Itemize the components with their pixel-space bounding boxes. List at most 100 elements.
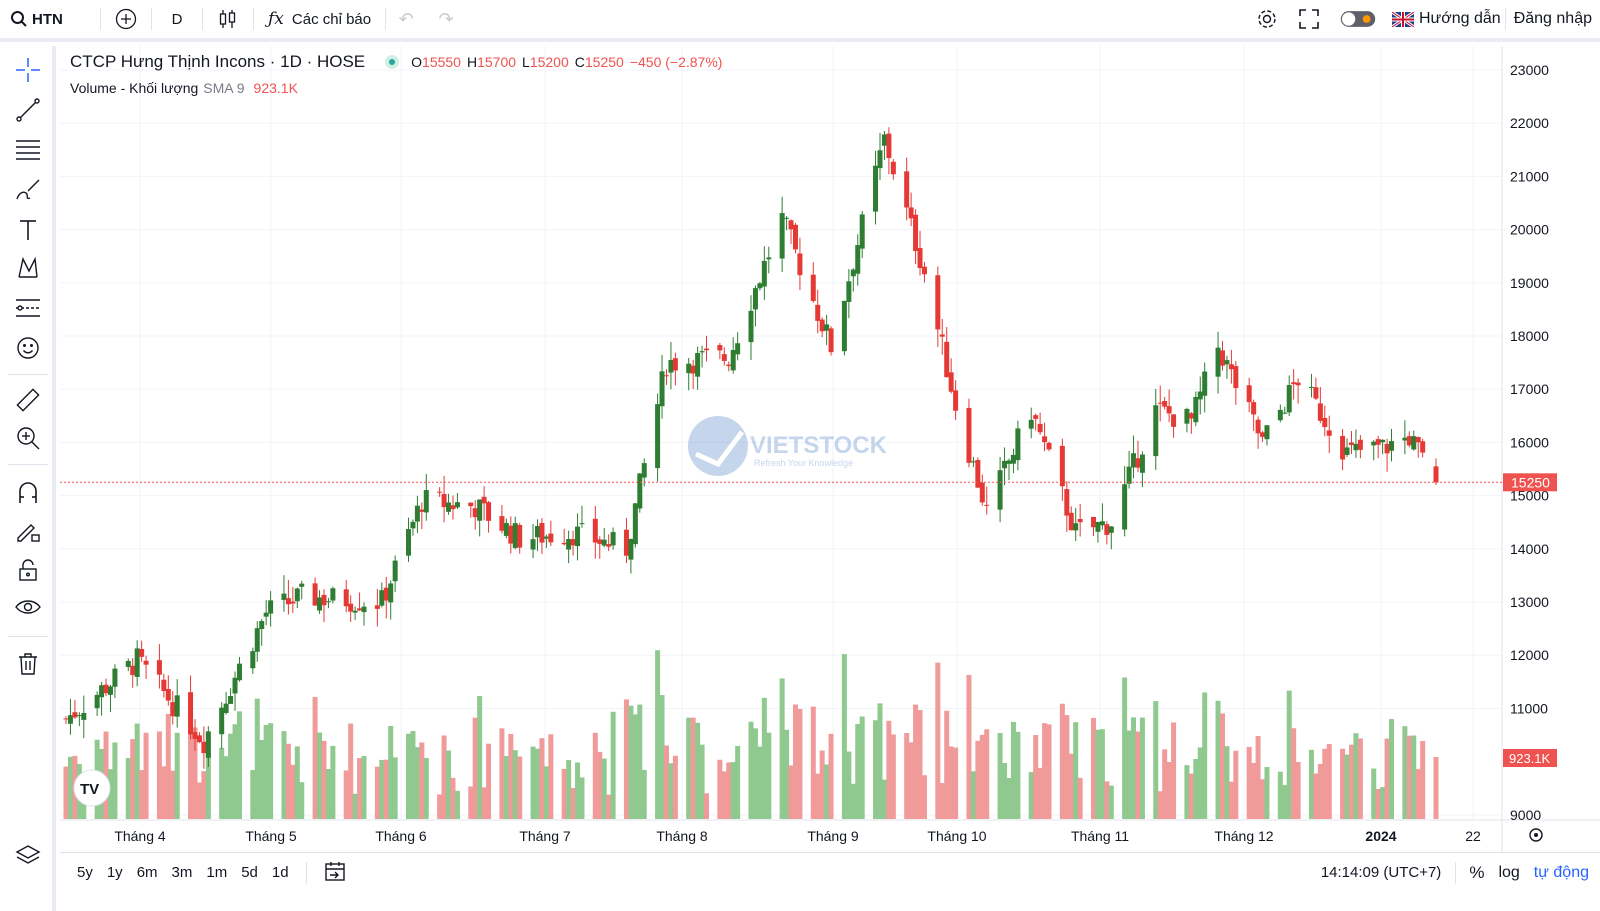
range-button-6m[interactable]: 6m	[136, 864, 158, 881]
fib-tool[interactable]	[10, 134, 46, 166]
volume-bar	[441, 735, 447, 819]
interval-label: D	[171, 10, 183, 28]
pattern-tool[interactable]	[10, 252, 46, 284]
lock-all-tool[interactable]	[10, 554, 46, 586]
range-button-5d[interactable]: 5d	[241, 864, 258, 881]
volume-bar	[481, 787, 487, 819]
tv-logo-icon: TV	[80, 781, 99, 798]
candle-body	[641, 463, 647, 478]
price-chart[interactable]: VIETSTOCK Refresh Your Knowledge 23000 22…	[60, 46, 1600, 866]
percent-scale-button[interactable]: %	[1469, 862, 1485, 882]
volume-bar	[499, 728, 505, 819]
symbol-search[interactable]: HTN	[0, 0, 100, 38]
volume-bar	[1068, 753, 1074, 819]
log-scale-button[interactable]: log	[1498, 863, 1520, 881]
volume-bar	[610, 711, 616, 819]
guide-button[interactable]: Hướng dẫn	[1386, 0, 1505, 38]
candle-body	[1095, 521, 1101, 532]
top-toolbar: HTN D ƒx Các chỉ báo ↶ ↷ Hướng dẫn	[0, 0, 1600, 42]
lock-drawings-tool[interactable]	[10, 514, 46, 546]
auto-scale-button[interactable]: tự động	[1533, 863, 1589, 881]
volume-bar	[486, 743, 492, 819]
volume-label[interactable]: Volume - Khối lượng	[70, 80, 199, 96]
candle-body	[797, 253, 803, 276]
candle-body	[1188, 413, 1194, 419]
candle-body	[357, 608, 363, 611]
theme-toggle[interactable]	[1330, 0, 1386, 38]
fullscreen-button[interactable]	[1288, 0, 1330, 38]
candle-body	[757, 283, 763, 289]
compare-button[interactable]	[101, 0, 151, 38]
candle-body	[819, 319, 825, 332]
volume-bar	[921, 775, 927, 819]
candle-body	[290, 601, 296, 604]
icon-tool[interactable]	[10, 332, 46, 364]
measure-tool[interactable]	[10, 384, 46, 416]
candle-body	[361, 606, 367, 613]
interval-button[interactable]: D	[152, 0, 202, 38]
candle-body	[1317, 403, 1323, 421]
range-button-1d[interactable]: 1d	[271, 864, 289, 881]
chart-type-button[interactable]	[203, 0, 253, 38]
volume-bar	[1433, 757, 1439, 819]
candle-body	[601, 539, 607, 546]
candle-body	[196, 735, 202, 743]
candle-body	[1406, 436, 1412, 446]
price-tick-label: 20000	[1510, 222, 1549, 238]
volume-bar	[797, 708, 803, 819]
volume-bar	[855, 724, 861, 819]
volume-bar	[1095, 729, 1101, 819]
go-to-date-button[interactable]	[317, 860, 353, 886]
candle-body	[1131, 453, 1137, 468]
volume-bar	[766, 732, 772, 819]
settings-button[interactable]	[1246, 0, 1288, 38]
clock-label[interactable]: 14:14:09 (UTC+7)	[1320, 864, 1442, 881]
volume-bar	[1126, 730, 1132, 819]
volume-bar	[721, 771, 727, 819]
candle-body	[534, 525, 540, 538]
candle-body	[752, 288, 758, 310]
volume-bar	[730, 762, 736, 819]
candle-body	[566, 539, 572, 550]
text-tool[interactable]	[10, 214, 46, 246]
zoom-tool[interactable]	[10, 422, 46, 454]
volume-bar	[1166, 762, 1172, 819]
login-label: Đăng nhập	[1513, 10, 1592, 27]
volume-bar	[468, 786, 474, 819]
delete-tool[interactable]	[10, 648, 46, 680]
redo-button[interactable]: ↷	[426, 0, 466, 38]
magnet-tool[interactable]	[10, 476, 46, 508]
vietstock-watermark: VIETSTOCK Refresh Your Knowledge	[688, 416, 888, 476]
login-button[interactable]: Đăng nhập	[1506, 0, 1600, 38]
range-button-1m[interactable]: 1m	[206, 864, 228, 881]
forecast-tool[interactable]	[10, 292, 46, 324]
indicators-button[interactable]: ƒx Các chỉ báo	[254, 0, 385, 38]
volume-bar	[792, 704, 798, 819]
trend-line-tool[interactable]	[10, 94, 46, 126]
tradingview-logo[interactable]: TV	[73, 769, 111, 807]
range-button-1y[interactable]: 1y	[106, 864, 123, 881]
volume-bar	[637, 704, 643, 819]
candle-body	[486, 502, 492, 521]
topbar-right: Hướng dẫn Đăng nhập	[1246, 0, 1600, 38]
undo-button[interactable]: ↶	[386, 0, 426, 38]
volume-bar	[325, 768, 331, 819]
candle-body	[1010, 454, 1016, 464]
volume-bar	[1171, 722, 1177, 819]
crosshair-tool[interactable]	[10, 54, 46, 86]
candle-body	[352, 610, 358, 613]
candle-body	[107, 686, 113, 695]
range-button-5y[interactable]: 5y	[77, 864, 93, 881]
volume-bar	[388, 725, 394, 819]
volume-bar	[935, 662, 941, 819]
symbol-title[interactable]: CTCP Hưng Thịnh Incons · 1D · HOSE	[70, 52, 366, 71]
candle-body	[450, 505, 456, 510]
object-tree-button[interactable]	[10, 840, 46, 872]
brush-tool[interactable]	[10, 174, 46, 206]
hide-drawings-tool[interactable]	[10, 592, 46, 624]
range-button-3m[interactable]: 3m	[171, 864, 193, 881]
candle-body	[281, 593, 287, 600]
candle-body	[1059, 445, 1065, 487]
candle-body	[1064, 489, 1070, 516]
price-axis-settings-button[interactable]	[1529, 828, 1543, 842]
